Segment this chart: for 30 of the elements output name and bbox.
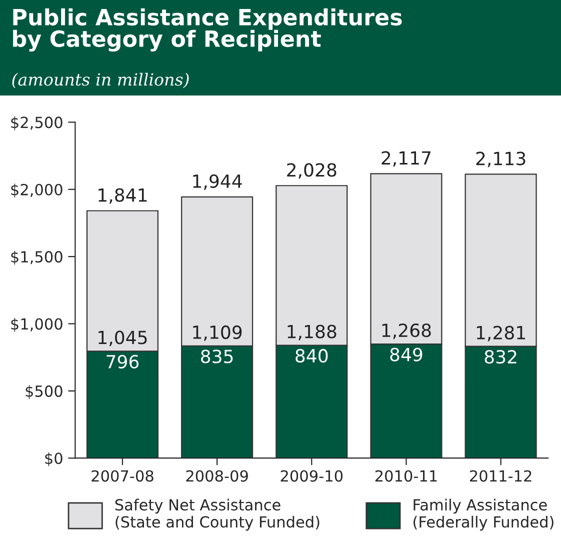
total-label: 2,117 — [382, 151, 431, 167]
data-label: 849 — [390, 348, 422, 362]
data-label: 1,268 — [382, 324, 431, 340]
total-label: 1,944 — [193, 174, 242, 190]
y-tick-label: $0 — [45, 452, 62, 466]
data-label: 835 — [201, 350, 233, 364]
x-tick-label: 2008-09 — [186, 470, 248, 482]
data-label: 832 — [484, 350, 516, 364]
y-tick-label: $500 — [26, 385, 62, 399]
data-label: 1,045 — [98, 330, 147, 346]
total-label: 2,028 — [287, 163, 336, 179]
x-tick-label: 2009-10 — [280, 470, 343, 482]
data-label: 840 — [296, 348, 328, 363]
data-label: 1,109 — [193, 325, 242, 341]
legend-label: Safety Net Assistance (State and County Funded) — [115, 498, 320, 531]
y-tick-label: $2,500 — [11, 116, 62, 130]
chart-title: Public Assistance Expenditures by Category of Recipient — [13, 8, 402, 52]
y-tick-label: $2,000 — [11, 184, 62, 198]
x-tick-label: 2007-08 — [92, 470, 154, 482]
x-tick-label: 2011-12 — [470, 470, 532, 482]
total-label: 2,113 — [476, 152, 526, 168]
data-label: 1,188 — [288, 324, 336, 340]
legend-label: Family Assistance (Federally Funded) — [414, 498, 554, 531]
y-tick-label: $1,000 — [11, 318, 62, 332]
y-tick-label: $1,500 — [11, 250, 62, 265]
data-label: 1,281 — [476, 326, 525, 342]
total-label: 1,841 — [98, 188, 147, 204]
chart-subtitle: (amounts in millions) — [12, 72, 189, 88]
x-tick-label: 2010-11 — [375, 470, 437, 482]
data-label: 796 — [106, 354, 139, 368]
